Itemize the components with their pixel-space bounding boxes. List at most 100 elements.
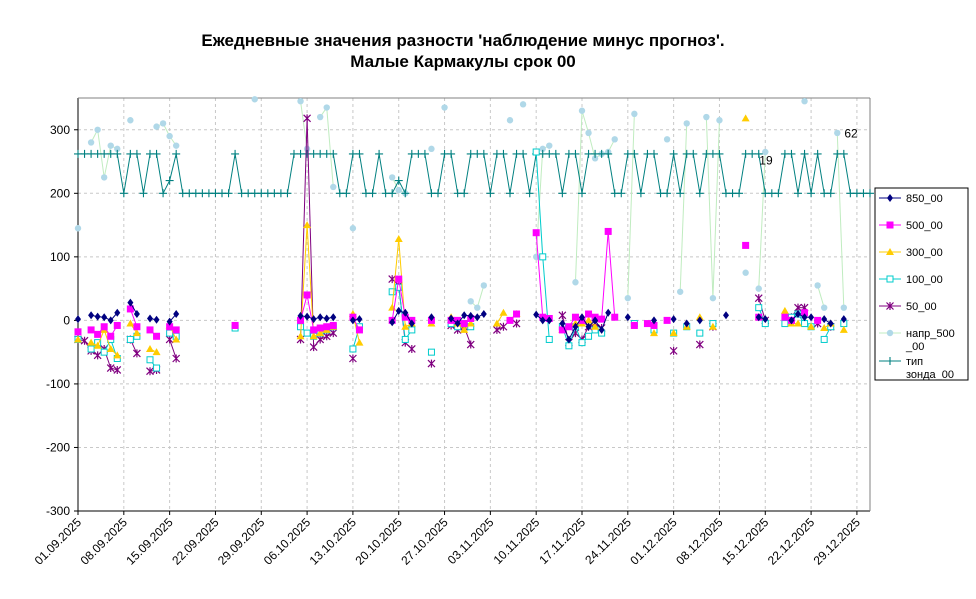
data-point: [826, 189, 835, 198]
data-point: [676, 189, 685, 198]
series-line-segment: [653, 153, 662, 194]
x-tick-label: 15.12.2025: [719, 515, 772, 568]
series-line-segment: [542, 256, 550, 340]
legend-label: 850_00: [906, 193, 943, 205]
data-point: [558, 311, 567, 320]
data-point: [474, 313, 481, 322]
series-line-segment: [699, 153, 707, 194]
data-point: [460, 189, 469, 198]
y-tick-label: 300: [50, 123, 70, 137]
data-point: [820, 304, 828, 311]
chart-title-line1: Ежедневные значения разности 'наблюдение…: [201, 31, 724, 50]
data-point: [683, 319, 690, 328]
data-point: [814, 282, 821, 289]
y-tick-label: -100: [46, 377, 70, 391]
y-tick-label: 0: [63, 313, 70, 327]
data-point: [630, 149, 639, 158]
data-point: [808, 313, 815, 322]
data-point: [231, 149, 240, 158]
data-point: [466, 340, 475, 349]
data-point: [801, 313, 808, 322]
data-point: [755, 304, 763, 312]
data-point: [474, 304, 481, 311]
data-point: [310, 315, 317, 324]
annotation-label: 19: [759, 154, 773, 168]
data-point: [139, 189, 148, 198]
data-point: [754, 294, 763, 303]
series-line-segment: [666, 153, 675, 194]
data-point: [329, 321, 337, 329]
data-point: [840, 315, 847, 324]
series-line-segment: [116, 153, 125, 194]
data-point: [781, 313, 789, 321]
data-point: [551, 149, 560, 158]
series-line-segment: [601, 231, 609, 320]
data-point: [624, 313, 631, 322]
data-point: [355, 338, 364, 346]
data-point: [172, 142, 180, 149]
data-point: [303, 291, 311, 299]
data-point: [650, 321, 658, 329]
series-line-segment: [627, 113, 635, 299]
data-point: [669, 149, 678, 158]
series-line-segment: [234, 153, 243, 194]
data-point: [460, 320, 468, 328]
series-line-segment: [169, 153, 177, 181]
data-point: [780, 306, 789, 314]
data-point: [394, 176, 403, 185]
data-point: [578, 339, 586, 347]
data-point: [565, 342, 573, 350]
data-point: [427, 359, 436, 368]
series-line-segment: [673, 153, 681, 194]
data-point: [592, 316, 599, 325]
data-point: [355, 149, 364, 158]
data-point: [479, 149, 488, 158]
data-point: [317, 313, 324, 322]
series-line-segment: [398, 180, 406, 194]
series-line-segment: [797, 153, 806, 194]
data-point: [329, 329, 338, 338]
data-point: [703, 113, 710, 121]
data-point: [402, 308, 409, 317]
data-point: [113, 365, 122, 374]
data-point: [113, 149, 122, 158]
series-line-segment: [758, 151, 766, 289]
data-point: [368, 189, 377, 198]
data-point: [585, 322, 592, 331]
data-point: [172, 354, 181, 363]
data-point: [506, 189, 514, 198]
data-point: [696, 329, 704, 337]
x-tick-label: 24.11.2025: [582, 515, 634, 567]
series-line-segment: [175, 153, 184, 194]
data-point: [126, 335, 134, 343]
data-point: [499, 322, 508, 331]
data-point: [434, 189, 442, 198]
data-point: [152, 149, 161, 158]
data-point: [591, 322, 600, 330]
data-point: [585, 129, 592, 137]
data-point: [787, 149, 796, 158]
series-line-segment: [378, 153, 387, 194]
data-point: [119, 189, 128, 198]
data-point: [93, 351, 102, 360]
x-tick-label: 13.10.2025: [307, 515, 360, 568]
data-point: [401, 335, 409, 343]
data-point: [795, 310, 801, 319]
data-point: [349, 345, 357, 353]
data-point: [407, 344, 416, 353]
series-line-segment: [306, 294, 315, 331]
data-point: [113, 321, 121, 329]
data-point: [539, 316, 546, 325]
legend-label: 50_00: [906, 301, 937, 313]
data-point: [172, 326, 180, 334]
x-tick-label: 06.10.2025: [261, 515, 314, 568]
data-point: [624, 294, 632, 302]
data-point: [467, 298, 474, 305]
x-tick-label: 03.11.2025: [445, 515, 497, 567]
data-point: [330, 183, 337, 191]
data-point: [153, 332, 161, 340]
series-line-segment: [640, 153, 648, 194]
data-point: [106, 364, 115, 373]
data-point: [323, 104, 330, 111]
series-line-segment: [561, 153, 570, 194]
